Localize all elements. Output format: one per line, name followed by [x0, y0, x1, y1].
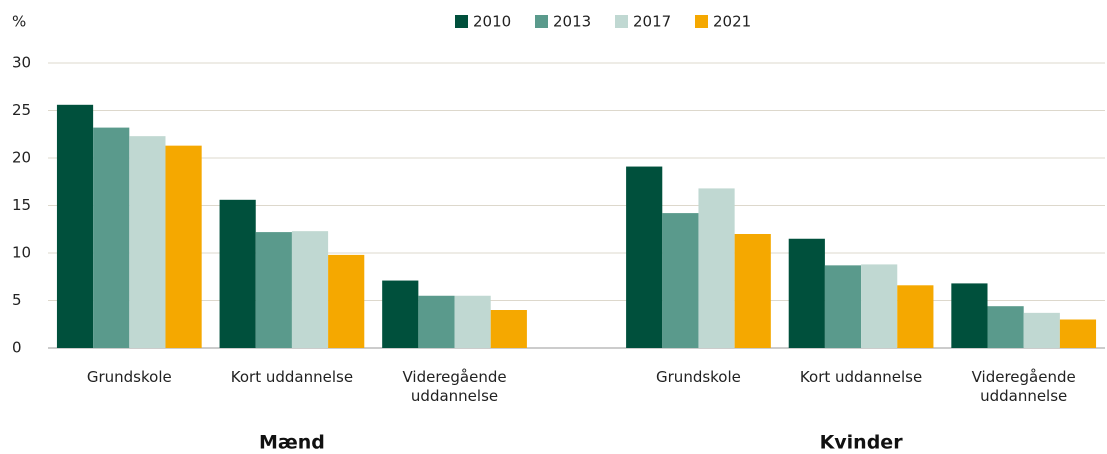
bar: [56, 104, 94, 348]
y-tick-label: 15: [12, 196, 31, 214]
legend-swatch: [615, 15, 628, 28]
bar: [255, 232, 292, 348]
bar: [93, 127, 130, 348]
bar: [626, 166, 663, 348]
bar: [662, 213, 699, 348]
legend-swatch: [455, 15, 468, 28]
x-tick-label: Grundskole: [86, 368, 172, 386]
bar: [1059, 319, 1097, 348]
y-tick-label: 30: [12, 54, 31, 72]
y-axis-label: %: [12, 13, 26, 31]
legend-swatch: [695, 15, 708, 28]
bar: [788, 238, 825, 348]
legend-label: 2010: [473, 13, 511, 31]
bar: [897, 285, 934, 348]
legend-label: 2017: [633, 13, 671, 31]
y-tick-label: 0: [12, 339, 22, 357]
legend-label: 2013: [553, 13, 591, 31]
bar: [418, 295, 455, 348]
legend-swatch: [535, 15, 548, 28]
bar: [454, 295, 491, 348]
bar: [219, 199, 256, 348]
bar: [698, 188, 735, 348]
bar: [129, 136, 166, 348]
legend-label: 2021: [713, 13, 751, 31]
x-tick-label: Videregående uddannelse: [971, 368, 1076, 405]
bar: [165, 145, 202, 348]
bar: [490, 310, 527, 348]
y-tick-label: 20: [12, 149, 31, 167]
bar: [987, 306, 1024, 348]
x-tick-label: Kort uddannelse: [230, 368, 354, 386]
x-tick-label: Kort uddannelse: [799, 368, 923, 386]
bar: [824, 265, 862, 348]
bar: [382, 280, 419, 348]
bar: [734, 234, 771, 348]
bar: [1023, 312, 1060, 348]
y-tick-label: 10: [12, 244, 31, 262]
group-label: Mænd: [259, 432, 325, 454]
y-tick-label: 25: [12, 101, 31, 119]
x-tick-label: Grundskole: [656, 368, 741, 386]
bar: [328, 254, 365, 348]
bar: [861, 264, 898, 348]
y-tick-label: 5: [12, 291, 22, 309]
bar: [951, 283, 988, 348]
x-tick-label: Videregående uddannelse: [402, 368, 507, 405]
group-label: Kvinder: [820, 432, 904, 454]
bar: [291, 231, 329, 348]
